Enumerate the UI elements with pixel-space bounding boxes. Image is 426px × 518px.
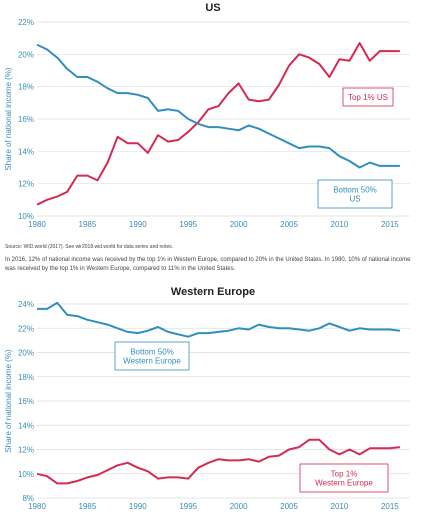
series-label-text: Top 1% US [348, 93, 388, 102]
y-tick-label: 16% [18, 397, 34, 406]
series-label-text: US [349, 195, 360, 204]
y-tick-label: 22% [18, 18, 34, 27]
y-tick-label: 10% [18, 212, 34, 221]
y-axis-label: Share of national income (%) [4, 349, 13, 453]
x-tick-label: 2005 [280, 220, 298, 229]
x-tick-label: 1995 [179, 220, 197, 229]
y-tick-label: 20% [18, 50, 34, 59]
y-tick-label: 16% [18, 115, 34, 124]
series-label-text: Western Europe [123, 357, 181, 366]
x-tick-label: 2015 [381, 502, 399, 511]
series-label-text: Top 1% [331, 470, 358, 479]
x-tick-label: 1990 [129, 502, 147, 511]
x-tick-label: 1990 [129, 220, 147, 229]
description-note: In 2016, 12% of national income was rece… [5, 257, 411, 272]
x-tick-label: 2015 [381, 220, 399, 229]
series-label-box [317, 179, 393, 209]
chart-title-western-europe: Western Europe [170, 286, 256, 298]
us-income-chart: 10% 12% 14% 16% 18% 20% 22% 1980 1985 1990 1995 200… [4, 18, 410, 229]
x-tick-label: 2000 [230, 220, 248, 229]
x-tick-label: 1995 [179, 502, 197, 511]
y-tick-label: 18% [18, 83, 34, 92]
x-tick-label: 1980 [28, 220, 46, 229]
y-tick-label: 18% [18, 373, 34, 382]
series-label-text: Western Europe [315, 479, 373, 488]
y-tick-label: 22% [18, 324, 34, 333]
chart-title-us: US [205, 2, 221, 14]
y-tick-label: 12% [18, 446, 34, 455]
series-label-text: Bottom 50% [333, 186, 377, 195]
x-tick-label: 2010 [331, 220, 349, 229]
x-tick-label: 2010 [331, 502, 349, 511]
series-label-box [342, 87, 394, 107]
x-tick-label: 1985 [79, 502, 97, 511]
y-tick-label: 12% [18, 180, 34, 189]
series-line-top [36, 438, 401, 485]
source-note: Source: WID.world (2017). See wir2018.wi… [5, 244, 174, 250]
y-tick-label: 24% [18, 300, 34, 309]
y-tick-label: 14% [18, 147, 34, 156]
y-tick-label: 20% [18, 349, 34, 358]
series-line-bottom [37, 301, 401, 338]
x-tick-label: 2000 [230, 502, 248, 511]
x-tick-label: 2005 [280, 502, 298, 511]
y-axis-label: Share of national income (%) [4, 67, 13, 171]
x-tick-label: 1980 [28, 502, 46, 511]
series-label-box [114, 341, 190, 371]
series-line-top [36, 42, 400, 206]
series-label-box [299, 463, 389, 493]
y-tick-label: 8% [22, 494, 34, 503]
x-tick-label: 1985 [79, 220, 97, 229]
y-tick-label: 10% [18, 470, 34, 479]
y-tick-label: 14% [18, 421, 34, 430]
series-label-text: Bottom 50% [130, 348, 174, 357]
series-line-bottom [36, 43, 400, 169]
